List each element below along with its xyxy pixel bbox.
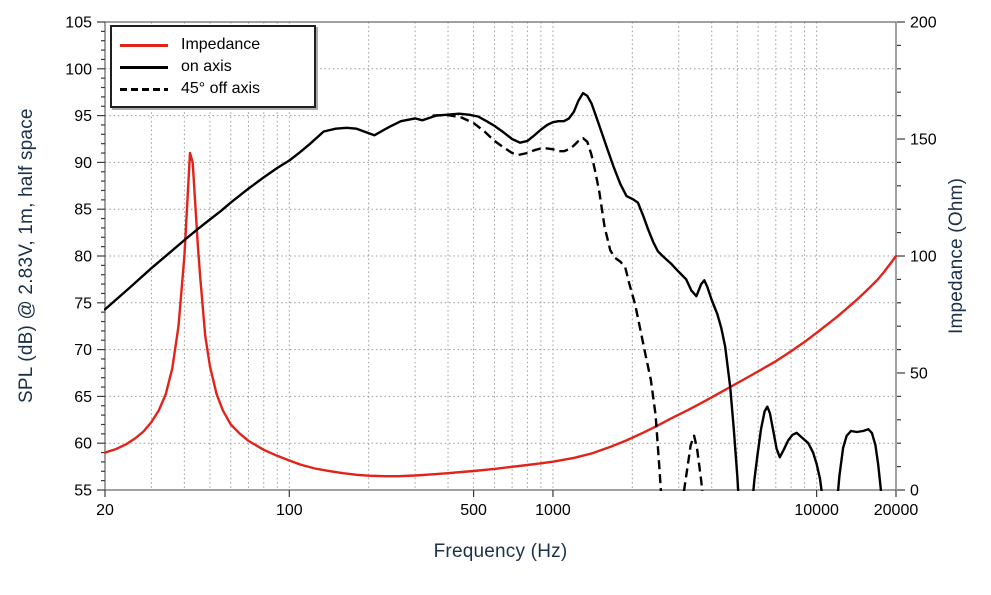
y-axis-title-left: SPL (dB) @ 2.83V, 1m, half space — [16, 108, 37, 404]
svg-text:100: 100 — [910, 249, 937, 266]
svg-text:60: 60 — [74, 436, 92, 453]
svg-text:200: 200 — [910, 15, 937, 32]
svg-text:70: 70 — [74, 342, 92, 359]
svg-text:10000: 10000 — [794, 502, 839, 519]
y-axis-title-right: Impedance (Ohm) — [946, 177, 967, 335]
svg-text:95: 95 — [74, 108, 92, 125]
svg-text:0: 0 — [910, 483, 919, 500]
svg-text:75: 75 — [74, 295, 92, 312]
svg-text:1000: 1000 — [535, 502, 571, 519]
svg-text:100: 100 — [276, 502, 303, 519]
legend-line-impedance-icon — [120, 43, 168, 47]
legend-item-impedance: Impedance — [120, 34, 304, 56]
svg-text:100: 100 — [65, 61, 92, 78]
svg-text:50: 50 — [910, 366, 928, 383]
legend-line-on-axis-icon — [120, 65, 168, 69]
svg-text:90: 90 — [74, 155, 92, 172]
svg-text:105: 105 — [65, 15, 92, 32]
svg-text:80: 80 — [74, 249, 92, 266]
axis-tick-labels: 20 100 500 1000 10000 20000556065707580859095… — [65, 15, 937, 520]
x-axis-title: Frequency (Hz) — [433, 541, 568, 562]
legend: Impedance on axis 45° off axis — [110, 25, 316, 108]
svg-text:65: 65 — [74, 389, 92, 406]
legend-label-impedance: Impedance — [181, 36, 261, 53]
svg-text:500: 500 — [460, 502, 487, 519]
svg-text:55: 55 — [74, 483, 92, 500]
series-path-on-axis — [104, 91, 883, 491]
legend-label-off-axis: 45° off axis — [181, 80, 261, 97]
legend-item-off-axis: 45° off axis — [120, 78, 304, 100]
svg-text:85: 85 — [74, 202, 92, 219]
legend-label-on-axis: on axis — [181, 58, 232, 75]
legend-line-off-axis-icon — [120, 87, 168, 91]
svg-text:20: 20 — [96, 502, 114, 519]
series-path-impedance — [104, 151, 897, 478]
axis-ticks — [97, 21, 905, 497]
legend-item-on-axis: on axis — [120, 56, 304, 78]
svg-text:150: 150 — [910, 132, 937, 149]
svg-text:20000: 20000 — [874, 502, 919, 519]
